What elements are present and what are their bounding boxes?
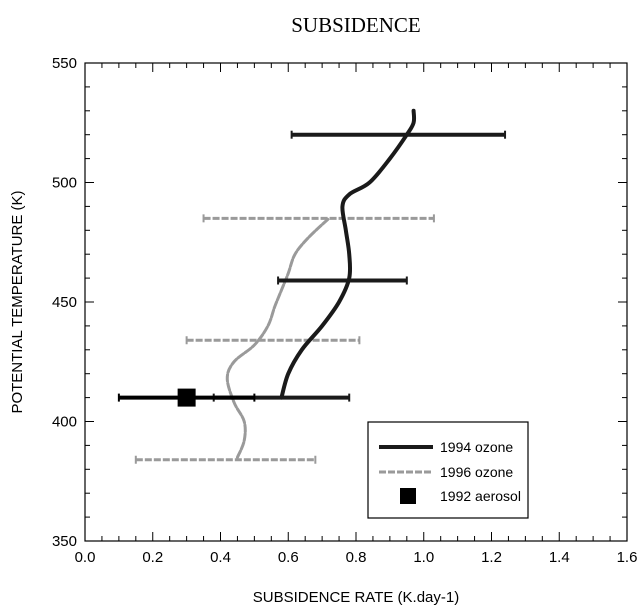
legend-label-ozone-1996: 1996 ozone: [440, 464, 513, 480]
x-tick-label: 1.0: [413, 549, 434, 566]
legend-box: [367, 421, 529, 519]
y-tick-label: 450: [52, 294, 77, 311]
y-tick-label: 500: [52, 175, 77, 192]
x-tick-label: 0.6: [278, 549, 299, 566]
legend-swatch-aerosol-1992: [400, 488, 416, 504]
y-tick-label: 400: [52, 414, 77, 431]
legend: 1994 ozone 1996 ozone 1992 aerosol: [367, 421, 529, 519]
ozone-1996-line: [225, 216, 331, 459]
x-tick-label: 1.2: [481, 549, 502, 566]
x-tick-label: 1.6: [617, 549, 638, 566]
y-axis: 350 400 450 500 550: [52, 55, 627, 550]
legend-label-ozone-1994: 1994 ozone: [440, 439, 513, 455]
x-axis-label: SUBSIDENCE RATE (K.day-1): [253, 589, 459, 606]
legend-label-aerosol-1992: 1992 aerosol: [440, 488, 521, 504]
x-tick-label: 0.2: [142, 549, 163, 566]
chart-title: SUBSIDENCE: [291, 13, 421, 37]
y-tick-label: 350: [52, 533, 77, 550]
aerosol-1992-marker: [177, 388, 196, 407]
series-layer: [117, 108, 507, 464]
x-tick-label: 0.4: [210, 549, 231, 566]
x-tick-label: 0.8: [346, 549, 367, 566]
x-axis: 0.0 0.2 0.4 0.6 0.8 1.0 1.2 1.4 1.6: [75, 63, 638, 566]
y-tick-label: 550: [52, 55, 77, 72]
ozone-1994-line: [279, 108, 417, 400]
x-tick-label: 1.4: [549, 549, 570, 566]
x-tick-label: 0.0: [75, 549, 96, 566]
y-axis-label: POTENTIAL TEMPERATURE (K): [9, 190, 26, 413]
